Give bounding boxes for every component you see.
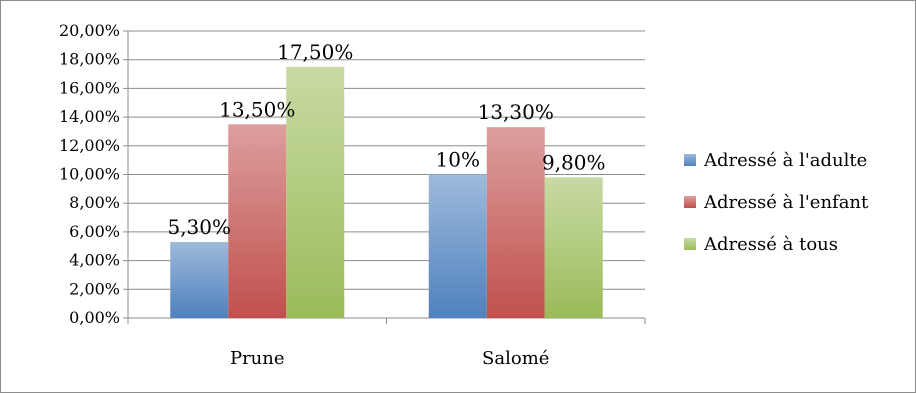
- data-label: 10%: [436, 148, 480, 172]
- data-label: 13,30%: [478, 100, 554, 124]
- legend-label: Adressé à tous: [703, 234, 838, 255]
- y-tick-label: 8,00%: [69, 193, 120, 212]
- y-tick-label: 4,00%: [69, 251, 120, 270]
- bar: [544, 177, 603, 318]
- data-label: 5,30%: [167, 215, 231, 239]
- y-tick-label: 14,00%: [59, 107, 120, 126]
- bar: [286, 66, 345, 318]
- legend-swatch: [684, 154, 696, 166]
- x-category-label: Prune: [230, 348, 285, 369]
- y-tick-label: 16,00%: [59, 78, 120, 97]
- y-tick-label: 20,00%: [59, 21, 120, 40]
- bars: [170, 66, 603, 319]
- bar: [486, 127, 545, 319]
- legend: Adressé à l'adulte Adressé à l'enfant Adre…: [684, 150, 869, 255]
- y-tick-label: 12,00%: [59, 136, 120, 155]
- bar: [428, 174, 487, 318]
- y-tick-label: 18,00%: [59, 50, 120, 69]
- bar: [170, 241, 229, 318]
- y-tick-label: 6,00%: [69, 222, 120, 241]
- data-label: 17,50%: [277, 40, 353, 64]
- y-axis-ticks: 0,00% 2,00% 4,00% 6,00% 8,00% 10,00% 12,00% 14,…: [59, 21, 128, 327]
- legend-label: Adressé à l'enfant: [703, 192, 869, 213]
- x-category-label: Salomé: [482, 348, 549, 369]
- y-tick-label: 2,00%: [69, 279, 120, 298]
- legend-swatch: [684, 196, 696, 208]
- legend-label: Adressé à l'adulte: [703, 150, 867, 171]
- data-label: 9,80%: [542, 150, 606, 174]
- bar: [228, 124, 287, 319]
- y-tick-label: 10,00%: [59, 165, 120, 184]
- x-axis-categories: Prune Salomé: [230, 348, 549, 369]
- data-label: 13,50%: [219, 97, 295, 121]
- legend-swatch: [684, 238, 696, 250]
- data-labels: 5,30% 13,50% 17,50% 10% 13,30% 9,80%: [167, 40, 605, 239]
- y-tick-label: 0,00%: [69, 308, 120, 327]
